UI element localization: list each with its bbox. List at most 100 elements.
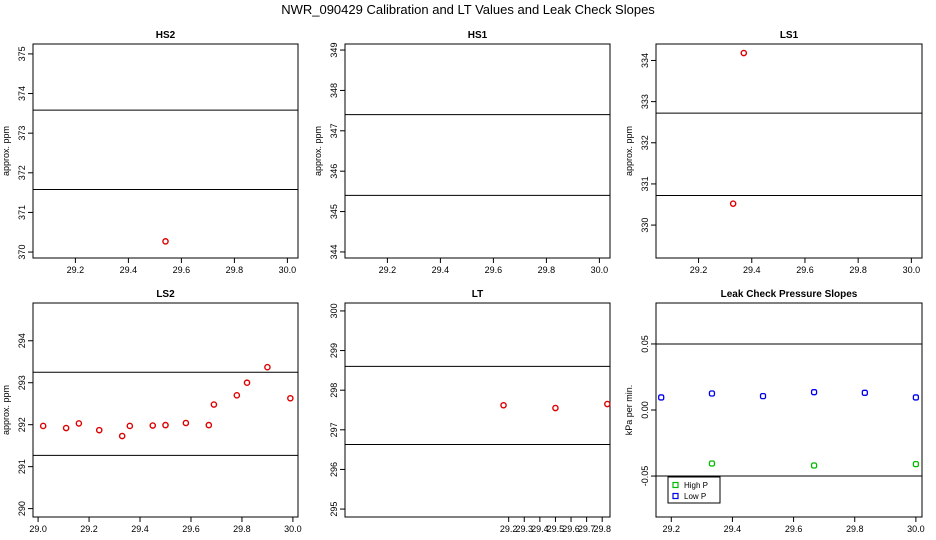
data-point [39,422,47,430]
y-tick-label: 346 [329,164,339,179]
x-tick-label: 29.6 [796,265,814,275]
x-tick-label: 29.0 [29,524,47,534]
data-point [729,200,737,207]
y-tick-label: 296 [329,462,339,477]
y-tick-label: 374 [17,86,27,101]
x-tick-label: 30.0 [279,265,297,275]
y-tick-label: 295 [329,502,339,517]
x-tick-label: 29.8 [593,524,611,534]
x-tick-label: 30.0 [284,524,302,534]
y-tick-label: 297 [329,422,339,437]
x-tick-label: 29.5 [547,524,565,534]
legend-marker [672,481,679,489]
y-tick-label: 344 [329,244,339,259]
y-tick-label: 332 [640,135,650,150]
x-tick-label: 29.4 [432,265,450,275]
y-tick-label: 375 [17,46,27,61]
plot-frame [32,43,299,259]
data-point [118,432,126,440]
x-tick-label: 29.7 [578,524,596,534]
legend-label: Low P [684,492,706,501]
x-tick-label: 29.6 [485,265,503,275]
x-tick-label: 29.4 [724,524,742,534]
data-point [658,394,665,401]
data-point [126,422,134,430]
y-tick-label: 331 [640,176,650,191]
y-tick-label: -0.05 [640,466,650,487]
data-point [708,460,716,467]
x-tick-label: 29.8 [849,265,867,275]
data-point [500,401,507,409]
series-high-p [708,460,920,469]
series-0 [500,400,611,412]
data-point [810,462,818,469]
y-tick-label: 298 [329,383,339,398]
data-point [205,421,213,429]
data-point [552,404,559,412]
panel-ls1: LS1 approx. ppm 29.2 29.4 29.6 29.8 30.0 330 331… [624,30,923,275]
data-point [95,426,103,434]
x-tick-label: 29.4 [131,524,149,534]
plot-frame [32,302,299,518]
data-point [182,419,190,427]
y-tick-label: 0.00 [640,401,650,419]
data-point [740,49,748,57]
y-tick-label: 290 [17,501,27,516]
data-point [243,379,251,387]
y-tick-label: 299 [329,343,339,358]
x-tick-label: 29.8 [538,265,556,275]
x-tick-label: 29.6 [785,524,803,534]
y-axis-label: kPa per min. [624,385,634,436]
y-tick-label: 370 [17,245,27,260]
x-tick-label: 29.8 [846,524,864,534]
y-tick-label: 293 [17,375,27,390]
panel-title: LS1 [780,30,799,41]
panel-title: Leak Check Pressure Slopes [721,289,858,300]
series-0 [729,49,748,207]
y-tick-label: 345 [329,204,339,219]
panel-leak: Leak Check Pressure Slopes kPa per min. 29… [624,289,925,534]
x-tick-label: 29.4 [120,265,138,275]
plot-frame [655,43,923,259]
y-tick-label: 372 [17,165,27,180]
panel-hs2: HS2 approx. ppm 29.2 29.4 29.6 29.8 30.0 370 371… [1,30,299,275]
y-tick-label: 300 [329,303,339,318]
x-tick-label: 30.0 [903,265,921,275]
panel-title: HS1 [468,30,488,41]
data-point [149,422,157,429]
x-tick-label: 29.2 [67,265,85,275]
data-point [912,461,920,468]
x-tick-label: 29.8 [226,265,244,275]
panel-hs1: HS1 approx. ppm 29.2 29.4 29.6 29.8 30.0 344 345… [313,30,611,275]
data-point [708,390,716,397]
x-tick-label: 29.2 [663,524,681,534]
plot-frame [344,43,611,259]
data-point [162,238,169,245]
data-point [287,394,294,402]
y-tick-label: 291 [17,459,27,474]
x-tick-label: 30.0 [907,524,925,534]
x-tick-label: 29.6 [562,524,580,534]
data-point [62,424,70,432]
plot-frame [344,302,611,518]
y-axis-label: approx. ppm [313,126,323,176]
data-point [75,420,83,427]
panel-title: HS2 [156,30,176,41]
panel-title: LT [472,289,483,300]
x-tick-label: 30.0 [591,265,609,275]
x-tick-label: 29.2 [500,524,518,534]
data-point [210,401,218,408]
y-tick-label: 371 [17,205,27,220]
data-point [912,394,920,401]
y-tick-label: 294 [17,333,27,348]
y-axis-label: approx. ppm [624,126,634,176]
legend: High P Low P [667,476,721,504]
y-tick-label: 349 [329,43,339,58]
x-tick-label: 29.4 [743,265,761,275]
legend-marker [672,492,679,500]
panel-title: LS2 [156,289,175,300]
y-tick-label: 0.05 [640,335,650,353]
data-point [233,392,241,399]
data-point [759,392,767,400]
y-tick-label: 330 [640,218,650,233]
